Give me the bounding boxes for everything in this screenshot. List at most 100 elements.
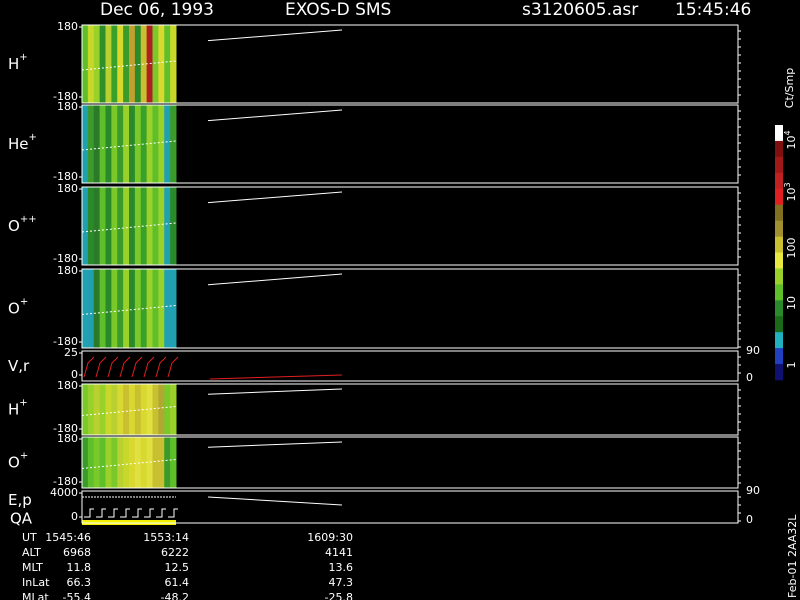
- spectrogram-column: [129, 384, 136, 435]
- spectrogram-column: [99, 437, 106, 488]
- panel-label: O+: [8, 297, 28, 318]
- trace: [207, 441, 343, 448]
- spectrogram-column: [117, 187, 124, 265]
- footer-value: -25.8: [325, 591, 353, 600]
- y-tick-label: 180: [57, 100, 78, 113]
- spectrogram-column: [134, 437, 142, 488]
- spectrogram-column: [129, 437, 136, 488]
- spectrogram-column: [111, 105, 118, 183]
- panel-label-text: O: [8, 453, 20, 471]
- footer-value: -55.4: [63, 591, 91, 600]
- y-tick-label: 180: [57, 432, 78, 445]
- qa-trace: [120, 508, 130, 518]
- colorbar-cell: [775, 236, 783, 253]
- colorbar-cell: [775, 364, 783, 381]
- y-tick-label: 180: [57, 379, 78, 392]
- y-tick-label: 180: [57, 182, 78, 195]
- panel-frame: [81, 350, 739, 382]
- spectrogram-column: [87, 384, 95, 435]
- spectrogram-column: [82, 105, 89, 183]
- spectrogram-column: [82, 437, 89, 488]
- spectrogram-column: [82, 25, 89, 103]
- spectrogram-column: [105, 384, 112, 435]
- velocity-trace: [95, 356, 107, 378]
- spectrogram-column: [93, 25, 101, 103]
- qa-trace: [168, 508, 178, 518]
- spectrogram-column: [129, 25, 136, 103]
- spectrogram-column: [105, 25, 112, 103]
- spectrogram-column: [93, 269, 101, 348]
- velocity-trace: [155, 356, 167, 378]
- panel-label-sup: ++: [20, 214, 37, 225]
- spectrogram-column: [93, 384, 101, 435]
- spectrogram-column: [164, 269, 171, 348]
- spectrogram-column: [117, 384, 124, 435]
- spectrogram-column: [111, 384, 118, 435]
- spectrogram-column: [123, 384, 130, 435]
- spectrogram-column: [105, 437, 112, 488]
- colorbar-cell: [775, 156, 783, 174]
- spectrogram-column: [82, 384, 89, 435]
- y-tick-label: -180: [53, 422, 78, 435]
- qa-trace: [96, 508, 106, 518]
- colorbar-cell: [775, 300, 783, 317]
- spectrogram-column: [164, 437, 171, 488]
- colorbar-label: 10: [785, 296, 798, 310]
- colorbar-label-base: 10: [785, 136, 798, 150]
- spectrogram-column: [93, 105, 101, 183]
- y2-tick-label: 90: [746, 484, 760, 497]
- time: 15:45:46: [675, 0, 751, 20]
- colorbar-cell: [775, 220, 783, 237]
- spectrogram-column: [105, 105, 112, 183]
- footer-value: 1609:30: [307, 531, 353, 544]
- panel-label: E,p: [8, 491, 32, 509]
- spectrogram-column: [111, 269, 118, 348]
- spectrogram-column: [158, 437, 165, 488]
- panel-label-sup: +: [29, 132, 37, 143]
- spectrogram-column: [134, 269, 142, 348]
- panel-label-sup: +: [19, 398, 27, 409]
- spectrogram-column: [123, 105, 130, 183]
- date: Dec 06, 1993: [100, 0, 214, 20]
- qa-trace: [108, 508, 118, 518]
- spectrogram-column: [87, 437, 95, 488]
- footer-value: 11.8: [67, 561, 92, 574]
- spectrogram-column: [87, 187, 95, 265]
- spectrogram-column: [170, 437, 177, 488]
- panel-label: He+: [8, 132, 37, 153]
- spectrogram-column: [140, 187, 148, 265]
- panel-label-text: E,p: [8, 491, 32, 509]
- spectrogram-column: [111, 25, 118, 103]
- spectrogram-column: [111, 187, 118, 265]
- panel-frame: [81, 268, 739, 349]
- panel-frame: [81, 24, 739, 104]
- colorbar-label-sup: 3: [783, 182, 792, 187]
- spectrogram-column: [87, 105, 95, 183]
- footer-value: 6968: [63, 546, 91, 559]
- footer-value: 1553:14: [143, 531, 189, 544]
- y-tick-label: 0: [71, 510, 78, 523]
- spectrogram-column: [117, 105, 124, 183]
- y-tick-label: -180: [53, 90, 78, 103]
- panel-frame: [81, 490, 739, 524]
- spectrogram-column: [140, 25, 148, 103]
- velocity-trace: [83, 356, 95, 378]
- spectrogram-column: [134, 105, 142, 183]
- spectrogram-column: [123, 25, 130, 103]
- panel-frame: [81, 383, 739, 436]
- spectrogram-column: [99, 187, 106, 265]
- panel-label-text: V,r: [8, 357, 30, 375]
- colorbar-cell: [775, 348, 783, 365]
- y2-tick-label: 0: [746, 513, 753, 526]
- footer-value: 1545:46: [45, 531, 91, 544]
- spectrogram-column: [123, 437, 130, 488]
- y-tick-label: -180: [53, 170, 78, 183]
- panel-label-text: O: [8, 299, 20, 317]
- colorbar-cell: [775, 268, 783, 285]
- footer-value: 4141: [325, 546, 353, 559]
- footer-label: MLT: [22, 561, 43, 574]
- y2-tick-label: 90: [746, 344, 760, 357]
- spectrogram-column: [82, 269, 89, 348]
- spectrogram-column: [158, 384, 165, 435]
- trace: [207, 29, 343, 42]
